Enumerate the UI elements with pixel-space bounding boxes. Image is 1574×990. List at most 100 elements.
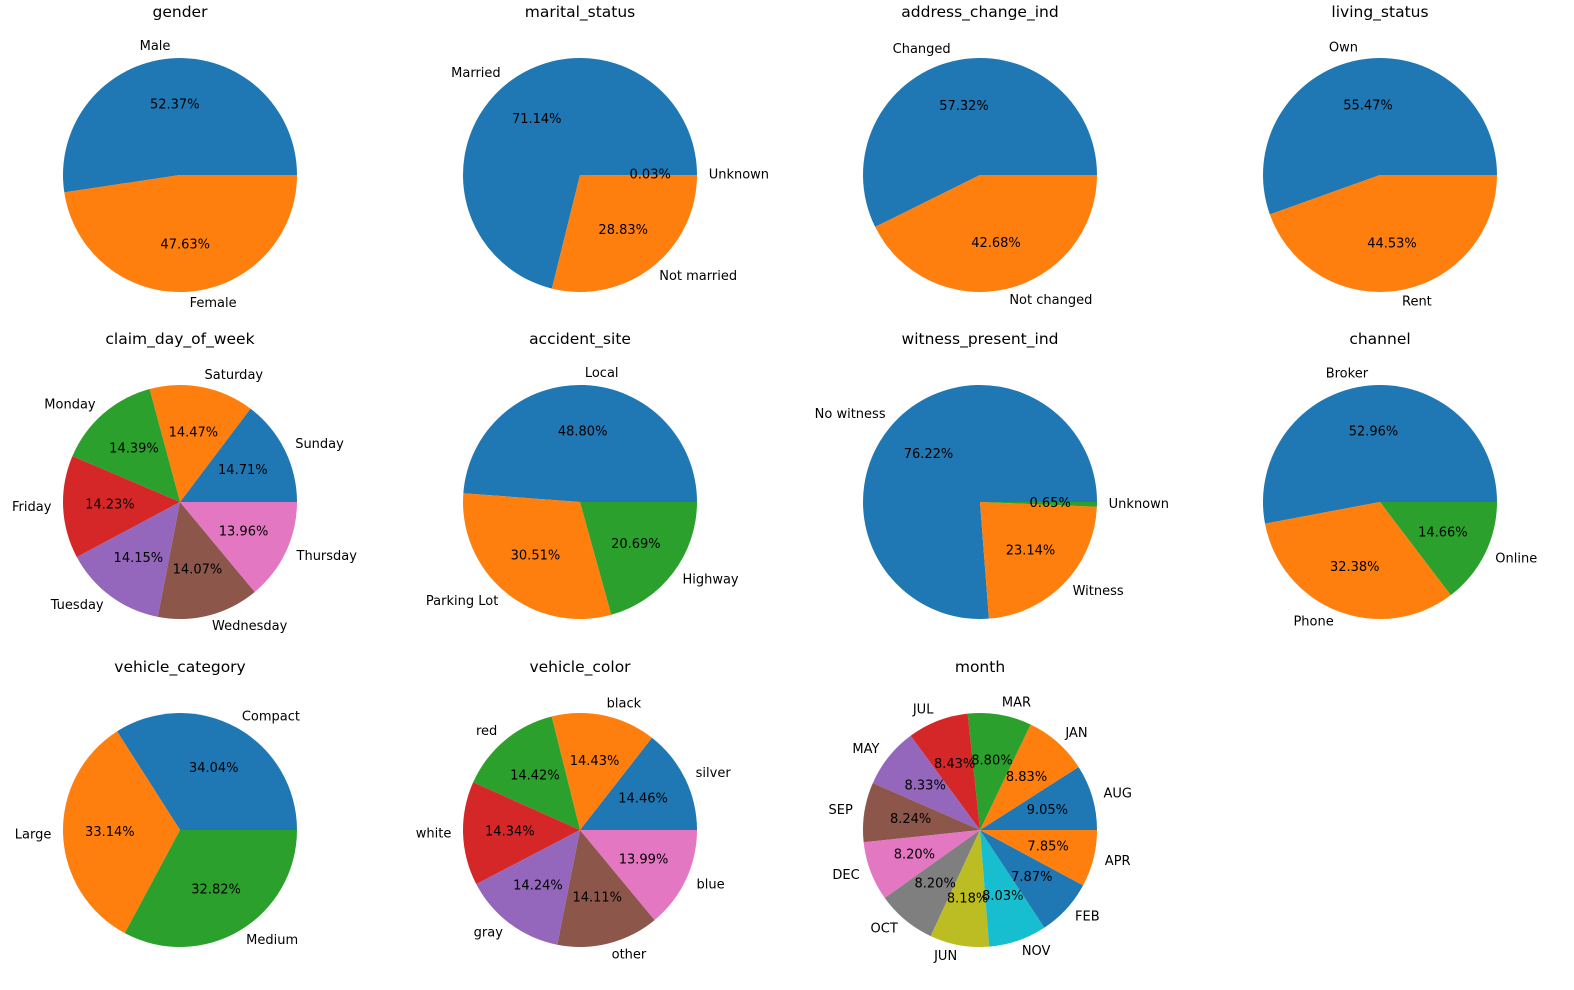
- pie-slice-oct: [884, 830, 980, 937]
- chart-title: address_change_ind: [901, 3, 1058, 22]
- pie-slice-not-changed: [875, 175, 1097, 292]
- slice-percent-label: 8.24%: [890, 812, 931, 827]
- slice-label: Unknown: [709, 168, 769, 183]
- slice-label: Unknown: [1109, 497, 1169, 512]
- pie-slice-monday: [72, 389, 180, 502]
- pie-slice-witness: [980, 502, 1097, 619]
- pie-slice-sunday: [180, 408, 297, 502]
- pie-chart-claim-day-of-week: claim_day_of_week Sunday 14.71% Saturday 14.…: [12, 330, 357, 634]
- slice-label: Not married: [659, 269, 737, 284]
- pie-slice-red: [473, 716, 580, 830]
- slice-percent-label: 14.24%: [513, 879, 563, 894]
- slice-percent-label: 8.20%: [915, 877, 956, 892]
- pie-slice-aug: [980, 767, 1097, 830]
- pie-slice-medium: [124, 830, 297, 948]
- slice-percent-label: 52.37%: [150, 97, 200, 112]
- slice-percent-label: 8.33%: [905, 779, 946, 794]
- slice-percent-label: 14.46%: [618, 792, 668, 807]
- slice-label: gray: [474, 926, 504, 941]
- slice-label: DEC: [832, 868, 859, 883]
- pie-slice-jul: [910, 713, 980, 830]
- pie-chart-witness-present-ind: witness_present_ind No witness 76.22% Witne…: [815, 330, 1169, 619]
- pie-slice-not-married: [551, 175, 697, 293]
- slice-label: Friday: [12, 500, 52, 515]
- pie-slice-gray: [476, 830, 580, 945]
- slice-percent-label: 47.63%: [160, 238, 210, 253]
- slice-label: NOV: [1022, 944, 1051, 959]
- pie-slice-male: [63, 58, 297, 193]
- pie-slice-tuesday: [76, 502, 180, 617]
- pie-slice-online: [1380, 502, 1497, 596]
- slice-label: Sunday: [295, 437, 344, 452]
- slice-percent-label: 0.65%: [1030, 496, 1071, 511]
- slice-label: JUL: [912, 703, 934, 718]
- pie-slice-blue: [580, 830, 697, 921]
- slice-label: Online: [1495, 552, 1537, 567]
- slice-percent-label: 14.66%: [1418, 526, 1468, 541]
- slice-percent-label: 7.85%: [1027, 840, 1068, 855]
- slice-label: Changed: [893, 42, 951, 57]
- slice-label: Thursday: [296, 549, 358, 564]
- slice-percent-label: 14.47%: [169, 426, 219, 441]
- slice-percent-label: 57.32%: [939, 99, 989, 114]
- pie-slice-apr: [980, 830, 1097, 886]
- slice-label: blue: [696, 877, 724, 892]
- slice-label: black: [607, 697, 642, 712]
- slice-percent-label: 8.43%: [934, 757, 975, 772]
- pie-slice-rent: [1269, 175, 1497, 293]
- slice-percent-label: 14.34%: [485, 825, 535, 840]
- slice-label: JUN: [933, 949, 957, 964]
- slice-percent-label: 8.83%: [1006, 770, 1047, 785]
- slice-percent-label: 71.14%: [512, 112, 562, 127]
- pie-slice-own: [1262, 58, 1497, 215]
- slice-percent-label: 55.47%: [1343, 98, 1393, 113]
- pie-slice-jan: [980, 724, 1079, 830]
- slice-percent-label: 32.82%: [191, 883, 241, 898]
- slice-label: Tuesday: [50, 598, 104, 613]
- pie-slice-wednesday: [157, 502, 255, 620]
- chart-title: accident_site: [529, 330, 631, 349]
- pie-chart-channel: channel Broker 52.96% Phone 32.38% Online 14.6…: [1262, 330, 1537, 630]
- slice-label: MAY: [852, 742, 879, 757]
- chart-title: vehicle_color: [529, 658, 631, 677]
- slice-label: Rent: [1402, 294, 1432, 309]
- slice-label: Compact: [242, 710, 300, 725]
- slice-percent-label: 8.03%: [982, 889, 1023, 904]
- pie-chart-marital-status: marital_status Married 71.14% Not married 28…: [451, 3, 769, 293]
- pie-slice-thursday: [180, 502, 297, 592]
- pie-slice-other: [557, 830, 655, 947]
- pie-slice-may: [872, 735, 980, 830]
- pie-slice-no-witness: [862, 384, 1097, 619]
- slice-label: Female: [190, 296, 237, 311]
- slice-percent-label: 9.05%: [1027, 803, 1068, 818]
- slice-percent-label: 23.14%: [1006, 543, 1056, 558]
- chart-title: living_status: [1331, 3, 1428, 22]
- pie-chart-living-status: living_status Own 55.47% Rent 44.53%: [1262, 3, 1497, 309]
- pie-chart-accident-site: accident_site Local 48.80% Parking Lot 30.51…: [426, 330, 739, 620]
- pie-slice-mar: [967, 713, 1031, 830]
- slice-label: Local: [585, 366, 619, 381]
- slice-label: JAN: [1064, 726, 1087, 741]
- slice-percent-label: 8.18%: [947, 892, 988, 907]
- slice-label: Highway: [682, 572, 738, 587]
- pie-slice-saturday: [149, 384, 251, 502]
- chart-title: claim_day_of_week: [105, 330, 254, 349]
- slice-label: white: [416, 826, 452, 841]
- slice-label: Phone: [1293, 615, 1333, 630]
- pie-slice-local: [463, 384, 698, 502]
- pie-slice-broker: [1262, 384, 1497, 524]
- pie-slice-jun: [930, 830, 990, 948]
- slice-label: silver: [696, 766, 732, 781]
- slice-percent-label: 33.14%: [85, 825, 135, 840]
- pie-slice-unknown: [980, 502, 1097, 507]
- slice-percent-label: 7.87%: [1011, 870, 1052, 885]
- slice-percent-label: 14.15%: [114, 551, 164, 566]
- slice-label: Parking Lot: [426, 594, 498, 609]
- slice-label: Large: [15, 827, 52, 842]
- slice-label: Married: [451, 66, 501, 81]
- slice-label: other: [612, 947, 647, 962]
- pie-chart-address-change-ind: address_change_ind Changed 57.32% Not chang…: [863, 3, 1097, 308]
- slice-percent-label: 8.80%: [971, 753, 1012, 768]
